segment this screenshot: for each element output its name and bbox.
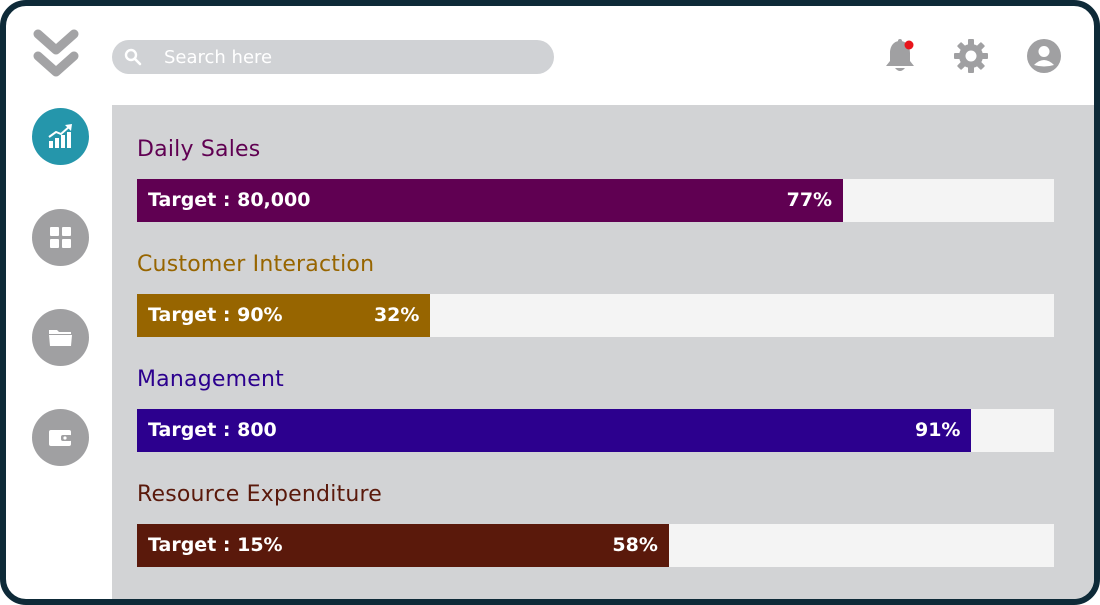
search-input[interactable] [164,40,534,74]
percent-label: 58% [612,534,658,556]
top-bar [6,6,1094,106]
metric-title-resource-expenditure: Resource Expenditure [137,482,382,507]
target-label: Target : 90% [148,304,283,326]
target-label: Target : 80,000 [148,189,311,211]
target-label: Target : 800 [148,419,277,441]
dashboard-grid-icon [50,227,71,248]
folder-icon [49,330,72,346]
metrics-panel: Daily Sales Target : 80,000 77% Customer… [112,105,1094,599]
metric-title-management: Management [137,367,284,392]
sidebar-item-wallet[interactable] [32,409,89,466]
percent-label: 77% [786,189,833,211]
notification-dot [904,40,914,50]
percent-label: 32% [373,304,420,326]
progress-track-customer-interaction: Target : 90% 32% [137,294,1054,337]
progress-fill-resource-expenditure: Target : 15% 58% [137,524,669,567]
analytics-chart-icon [48,124,72,148]
progress-track-management: Target : 800 91% [137,409,1054,452]
search-icon [124,48,142,66]
progress-fill-customer-interaction: Target : 90% 32% [137,294,431,337]
sidebar-item-analytics[interactable] [32,108,89,165]
percent-label: 91% [914,419,961,441]
metric-title-daily-sales: Daily Sales [137,137,261,162]
sidebar-item-dashboard[interactable] [32,209,89,266]
sidebar [6,106,112,599]
settings-gear-icon[interactable] [953,38,989,74]
notification-bell-icon[interactable] [882,38,918,74]
progress-track-resource-expenditure: Target : 15% 58% [137,524,1054,567]
progress-fill-daily-sales: Target : 80,000 77% [137,179,844,222]
progress-track-daily-sales: Target : 80,000 77% [137,179,1054,222]
sidebar-item-files[interactable] [32,309,89,366]
double-chevron-logo-icon[interactable] [32,28,80,82]
wallet-icon [49,430,72,446]
progress-fill-management: Target : 800 91% [137,409,972,452]
metric-title-customer-interaction: Customer Interaction [137,252,375,277]
search-bar[interactable] [112,40,554,74]
target-label: Target : 15% [148,534,283,556]
user-account-icon[interactable] [1026,38,1062,74]
